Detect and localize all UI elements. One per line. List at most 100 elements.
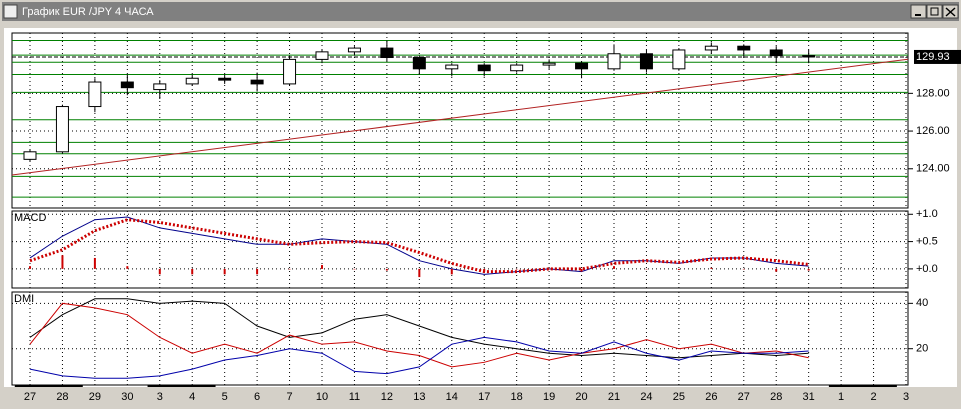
candle-body (315, 51, 329, 60)
x-tick-label: 19 (543, 391, 555, 403)
histogram-bar (742, 268, 745, 270)
histogram-bar (710, 267, 713, 269)
histogram-bar (29, 266, 31, 269)
candle-body (704, 45, 718, 51)
candle-body (347, 47, 361, 53)
candle-body (250, 79, 264, 85)
x-tick-label: 2 (870, 391, 876, 403)
x-tick-label: 12 (381, 391, 393, 403)
x-tick-label: 27 (738, 391, 750, 403)
x-tick-label: 21 (608, 391, 620, 403)
x-tick-label: 30 (121, 391, 133, 403)
histogram-bar (450, 268, 453, 275)
window-icon (3, 4, 18, 19)
maximize-icon (930, 7, 939, 16)
y-tick-label: +1.0 (916, 208, 938, 220)
histogram-bar (61, 255, 64, 269)
histogram-bar (418, 268, 421, 278)
x-tick-label: 28 (56, 391, 68, 403)
series-line (29, 298, 809, 359)
candle-body (412, 57, 426, 70)
histogram-bar (223, 268, 226, 275)
candle-body (218, 77, 232, 81)
histogram-bar (775, 268, 778, 272)
candle-body (639, 53, 653, 70)
histogram-bar (288, 268, 291, 270)
last-price-label: 129.93 (916, 51, 950, 63)
y-tick-label: 40 (916, 297, 928, 309)
panel-title: MACD (14, 212, 46, 224)
x-tick-label: 24 (640, 391, 652, 403)
y-tick-label: 126.00 (916, 125, 950, 137)
close-icon (945, 7, 956, 17)
title-bar (2, 2, 959, 21)
y-tick-label: +0.5 (916, 235, 938, 247)
candle-body (153, 83, 167, 91)
histogram-bar (353, 268, 356, 270)
histogram-bar (158, 268, 161, 275)
histogram-bar (93, 257, 96, 269)
candle-body (737, 45, 751, 51)
minimize-button[interactable] (910, 4, 927, 19)
panel-frame (11, 32, 909, 209)
series-line (29, 336, 809, 379)
histogram-bar (385, 268, 388, 271)
candle-body (607, 53, 621, 70)
histogram-bar (645, 268, 648, 270)
x-tick-label: 25 (673, 391, 685, 403)
candle-body (575, 62, 589, 70)
x-tick-label: 29 (89, 391, 101, 403)
x-tick-label: 18 (511, 391, 523, 403)
x-tick-label: 31 (803, 391, 815, 403)
candle-body (672, 49, 686, 70)
candle-body (445, 64, 459, 70)
x-tick-label: 17 (478, 391, 490, 403)
x-tick-label: 7 (286, 391, 292, 403)
candle-body (477, 64, 491, 72)
last-price-box (914, 49, 961, 64)
candle-body (380, 47, 394, 59)
x-tick-label: 28 (770, 391, 782, 403)
x-tick-label: 14 (446, 391, 458, 403)
candle-body (283, 58, 297, 85)
x-tick-label: 20 (575, 391, 587, 403)
histogram-bar (126, 266, 129, 269)
trend-line (11, 58, 909, 176)
candle-body (120, 81, 134, 89)
candle-body (542, 62, 556, 66)
x-tick-label: 5 (222, 391, 228, 403)
candle-body (23, 151, 37, 160)
histogram-bar (256, 268, 259, 275)
x-tick-label: 3 (903, 391, 909, 403)
y-tick-label: +0.0 (916, 263, 938, 275)
panel-frame (11, 291, 909, 386)
x-tick-label: 6 (254, 391, 260, 403)
histogram-bar (515, 268, 518, 270)
histogram-bar (613, 266, 615, 269)
histogram-bar (580, 268, 583, 272)
x-tick-label: 27 (24, 391, 36, 403)
histogram-bar (483, 268, 486, 272)
maximize-button[interactable] (926, 4, 943, 19)
x-tick-label: 26 (705, 391, 717, 403)
x-tick-label: 10 (316, 391, 328, 403)
series-line (29, 218, 809, 274)
x-tick-label: 3 (157, 391, 163, 403)
y-tick-label: 20 (916, 343, 928, 355)
series-line (29, 302, 809, 368)
candle-body (769, 49, 783, 57)
x-tick-label: 4 (189, 391, 195, 403)
panel-title: DMI (14, 293, 34, 305)
x-tick-label: 11 (349, 391, 360, 403)
histogram-bar (191, 268, 194, 275)
y-tick-label: 124.00 (916, 163, 950, 175)
window-buttons (910, 4, 959, 19)
candle-body (510, 64, 524, 72)
y-tick-label: 128.00 (916, 87, 950, 99)
histogram-bar (807, 268, 810, 271)
x-tick-label: 13 (413, 391, 425, 403)
histogram-bar (548, 268, 551, 270)
candle-body (88, 81, 102, 108)
window-title: График EUR /JPY 4 ЧАСА (22, 6, 154, 18)
